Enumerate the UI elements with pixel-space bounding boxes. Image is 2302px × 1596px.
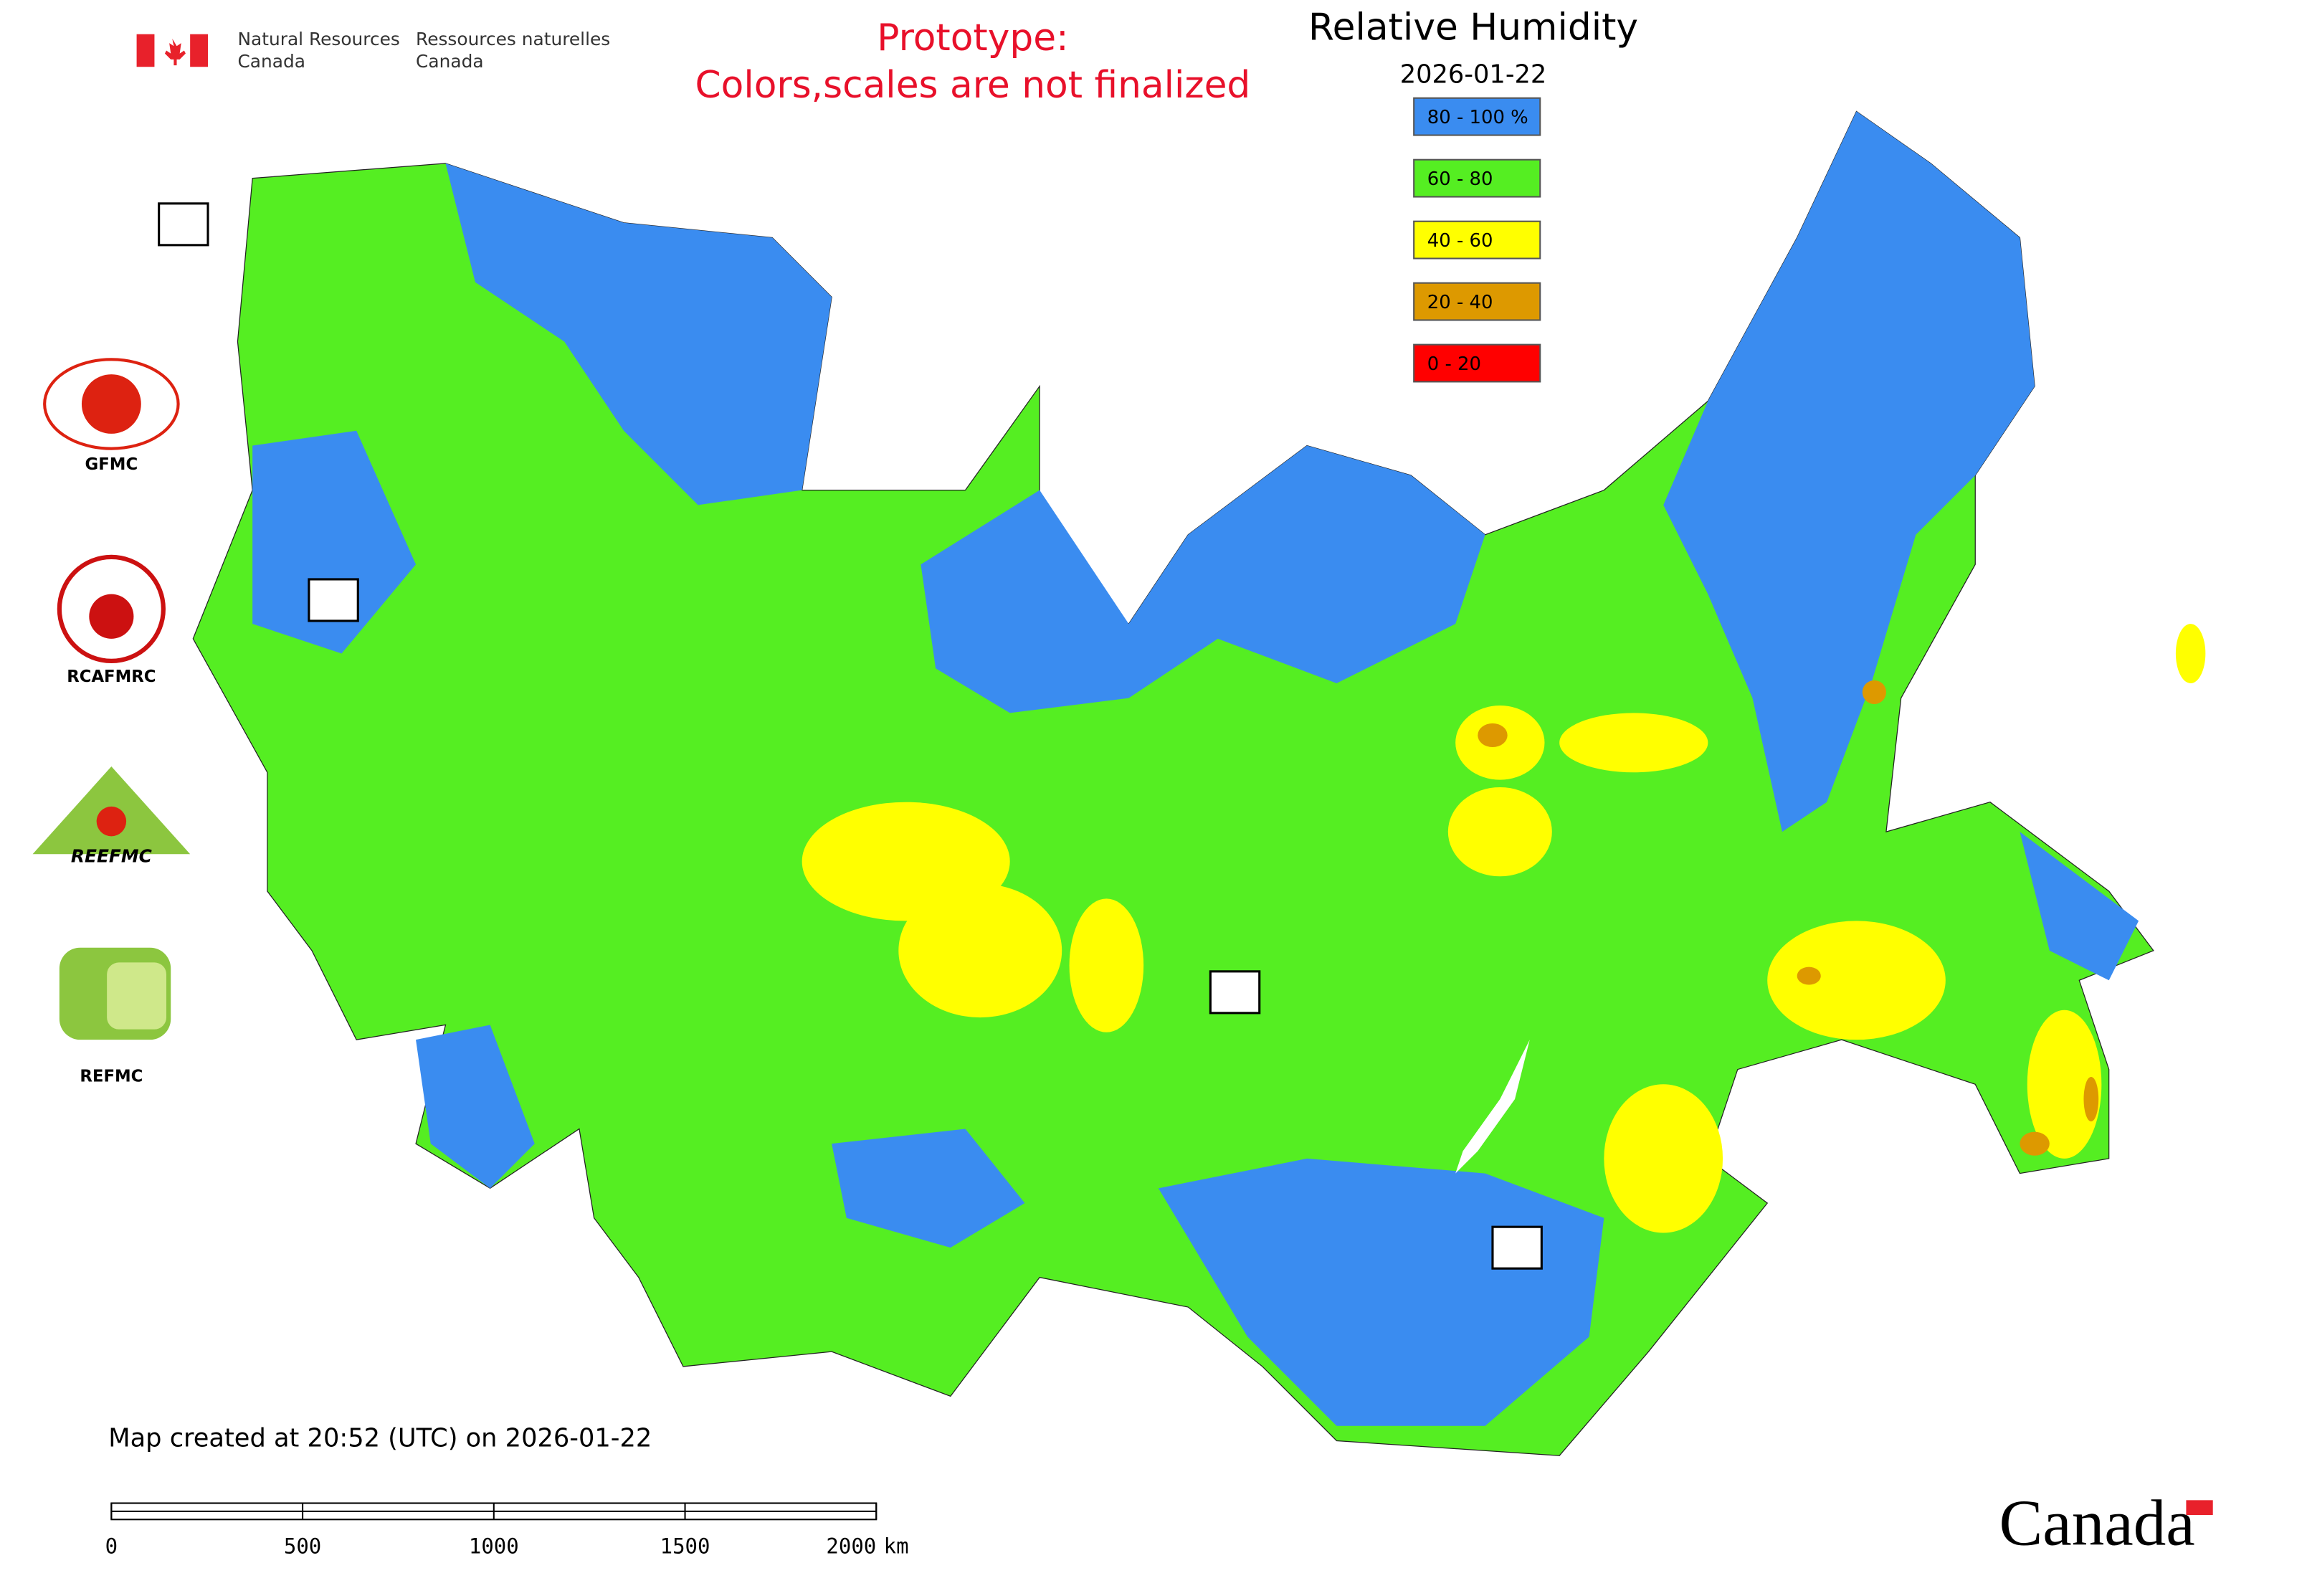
legend-swatch: [1413, 158, 1541, 198]
flag-bar: [190, 34, 209, 67]
humid-20-40: [1478, 723, 1508, 748]
humid-80-100: [252, 430, 417, 654]
agency-en: Natural Resources: [237, 29, 399, 49]
logo-marker: [1209, 970, 1261, 1015]
canada-wordmark: Canada: [1999, 1487, 2194, 1559]
humid-40-60: [1604, 1084, 1723, 1233]
legend-swatch: [1413, 97, 1541, 136]
humid-80-100: [1158, 1158, 1604, 1426]
agency-en: Canada: [237, 51, 305, 72]
legend-swatch: [1413, 220, 1541, 260]
wordmark-flag: [2186, 1500, 2213, 1516]
humid-40-60: [1447, 787, 1552, 877]
agency-fr: Canada: [416, 51, 484, 72]
humid-40-60: [1767, 921, 1946, 1040]
humid-20-40: [1862, 680, 1886, 704]
humid-20-40: [2020, 1131, 2050, 1156]
partner-logos: GFMC RCAFMRC REEFMC REFMC: [32, 358, 191, 1086]
logo-gfmc: [81, 374, 141, 434]
humid-80-100: [832, 1129, 1025, 1248]
humid-40-60: [2175, 624, 2206, 683]
humid-80-100: [1663, 111, 2035, 832]
scale-unit: km: [884, 1534, 909, 1559]
logo-label: REFMC: [80, 1067, 143, 1086]
scale-label: 1500: [660, 1534, 710, 1559]
government-signature: Natural Resources Canada Ressources natu…: [136, 29, 610, 72]
logo-refmc: [107, 962, 167, 1030]
created-note: Map created at 20:52 (UTC) on 2026-01-22: [108, 1423, 652, 1453]
legend: 80 - 100 % 60 - 80 40 - 60 20 - 40 0 - 20: [1413, 97, 1541, 383]
logo-label: RCAFMRC: [67, 668, 156, 686]
humid-20-40: [2083, 1076, 2099, 1122]
humid-40-60: [2027, 1010, 2102, 1159]
map-date: 2026-01-22: [1400, 60, 1547, 90]
maple-leaf: [164, 38, 186, 66]
logo-gfmc: [43, 358, 180, 450]
notice: Colors,scales are not finalized: [695, 64, 1251, 107]
humid-40-60: [898, 883, 1062, 1018]
humidity-map: [158, 110, 2206, 1456]
scale-bar: 0 500 1000 1500 2000 km: [105, 1502, 909, 1559]
humid-80-100: [921, 445, 1485, 713]
humid-40-60: [1069, 898, 1144, 1032]
legend-swatch: [1413, 343, 1541, 383]
agency-fr: Ressources naturelles: [416, 29, 610, 49]
legend-label: 0 - 20: [1427, 353, 1481, 375]
legend-label: 40 - 60: [1427, 230, 1493, 252]
flag-bar: [136, 34, 155, 67]
humid-80-100: [416, 1025, 535, 1189]
humid-80-100: [445, 163, 832, 505]
humid-80-100: [2020, 832, 2139, 981]
scale-label: 2000: [826, 1534, 876, 1559]
logo-label: GFMC: [85, 455, 138, 474]
legend-label: 20 - 40: [1427, 292, 1493, 313]
logo-marker: [308, 578, 359, 622]
logo-reefmc: [96, 806, 127, 837]
notice: Prototype:: [877, 16, 1068, 60]
logo-marker: [1491, 1225, 1543, 1270]
scale-label: 0: [105, 1534, 118, 1559]
logo-label: REEFMC: [71, 845, 152, 866]
scale-label: 500: [284, 1534, 321, 1559]
legend-label: 60 - 80: [1427, 168, 1493, 190]
lake-baikal: [1455, 1040, 1530, 1174]
humid-40-60: [1559, 713, 1708, 773]
map-title: Relative Humidity: [1308, 6, 1638, 49]
logo-marker: [158, 202, 209, 247]
scale-label: 1000: [469, 1534, 519, 1559]
humid-20-40: [1797, 966, 1821, 985]
legend-swatch: [1413, 282, 1541, 321]
logo-rcafmrc: [89, 594, 134, 639]
legend-label: 80 - 100 %: [1427, 107, 1528, 128]
